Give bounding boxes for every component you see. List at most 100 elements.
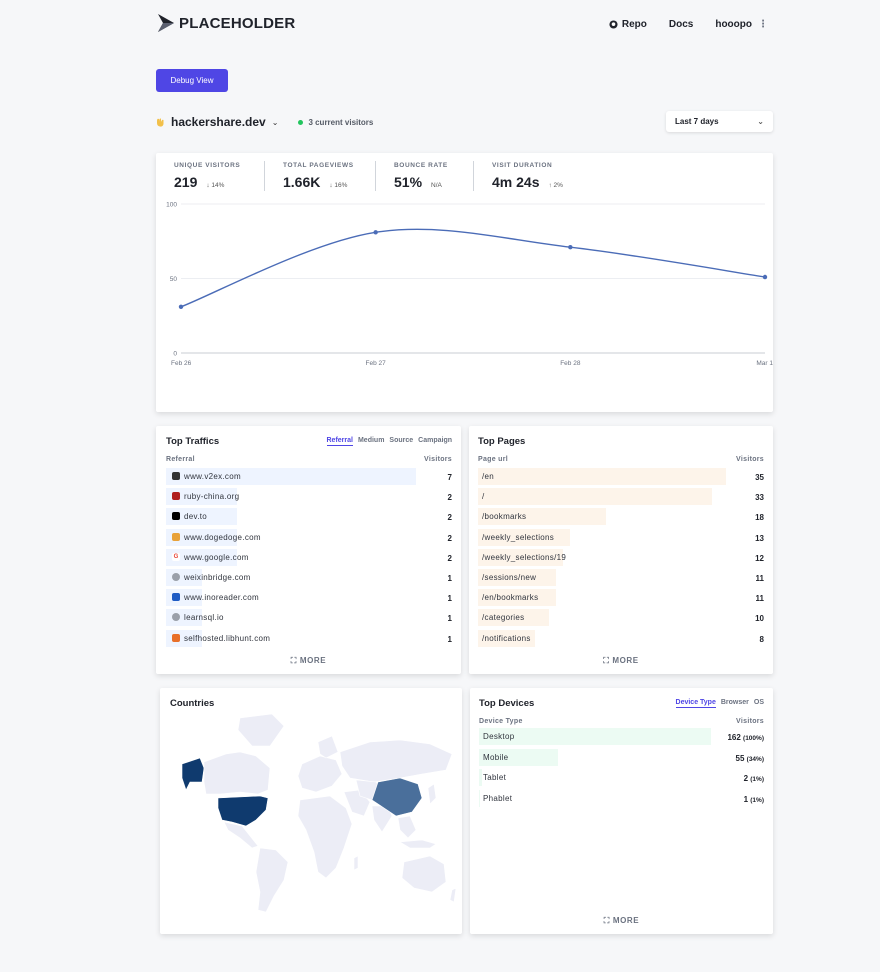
row-bar	[478, 508, 606, 526]
pages-more-button[interactable]: ⛶ MORE	[469, 656, 773, 666]
tab-source[interactable]: Source	[389, 437, 414, 444]
column-header: Device Type	[479, 718, 523, 725]
tab-medium[interactable]: Medium	[357, 437, 385, 444]
traffic-more-button[interactable]: ⛶ MORE	[156, 656, 461, 666]
globe-icon	[172, 573, 180, 581]
live-dot-icon	[298, 119, 304, 125]
data-point	[373, 230, 378, 235]
row-label: /notifications	[482, 633, 531, 643]
pages-row[interactable]: /sessions/new 11	[478, 569, 764, 586]
row-label: /	[482, 492, 485, 502]
current-visitors: 3 current visitors	[298, 118, 373, 127]
panel-title: Top Traffics	[166, 436, 220, 447]
tab-campaign[interactable]: Campaign	[418, 437, 452, 444]
pages-row[interactable]: /weekly_selections/19 12	[478, 548, 764, 566]
row-percent: (34%)	[746, 755, 764, 763]
row-bar	[166, 488, 238, 506]
docs-link-label: Docs	[668, 19, 694, 30]
docs-link[interactable]: Docs	[669, 19, 693, 30]
pages-row[interactable]: /bookmarks 18	[478, 508, 764, 526]
traffic-row[interactable]: www.v2ex.com 7	[166, 468, 452, 485]
dogedoge-icon	[172, 532, 180, 541]
tab-device-type[interactable]: Device Type	[675, 699, 716, 708]
stat-total-pageviews[interactable]: TOTAL PAGEVIEWS 1.66K ↓ 16%	[283, 162, 354, 190]
pages-row[interactable]: /weekly_selections 13	[478, 528, 764, 546]
traffic-row[interactable]: www.dogedoge.com 2	[166, 528, 452, 546]
row-value: 8	[760, 635, 764, 644]
data-point	[762, 274, 768, 280]
stat-change: ↓ 16%	[329, 182, 348, 189]
row-bar	[478, 629, 535, 647]
row-count: 2	[447, 553, 452, 563]
pages-row[interactable]: /categories 10	[478, 609, 764, 627]
southeast-asia-shape	[397, 815, 417, 839]
stat-bounce-rate[interactable]: BOUNCE RATE 51% N/A	[394, 162, 448, 190]
traffic-row[interactable]: selfhosted.libhunt.com 1	[166, 629, 452, 647]
pages-row[interactable]: /en/bookmarks 11	[478, 589, 764, 607]
main-graph-card: UNIQUE VISITORS 219 ↓ 14% TOTAL PAGEVIEWS…	[156, 153, 773, 412]
row-label: www.v2ex.com	[184, 472, 241, 481]
devices-more-button[interactable]: ⛶ MORE	[470, 916, 773, 926]
row-bar	[478, 488, 712, 506]
devices-row[interactable]: Tablet 2 (1%)	[479, 769, 764, 786]
stat-visit-duration[interactable]: VISIT DURATION 4m 24s ↑ 2%	[492, 162, 563, 190]
traffic-tabs: Referral Medium Source Campaign	[326, 437, 452, 446]
repo-link[interactable]: Repo	[609, 19, 647, 30]
row-label: /weekly_selections	[482, 532, 555, 542]
row-percent: (1%)	[750, 796, 764, 804]
row-value: 2	[448, 493, 452, 502]
traffic-row[interactable]: weixinbridge.com 1	[166, 569, 452, 586]
stat-unique-visitors[interactable]: UNIQUE VISITORS 219 ↓ 14%	[174, 162, 240, 190]
chevron-down-icon: ⌄	[271, 117, 279, 127]
row-count: 55	[735, 753, 745, 763]
panel-title: Countries	[170, 698, 215, 709]
traffic-row[interactable]: learnsql.io 1	[166, 609, 452, 627]
row-label: /sessions/new	[482, 573, 537, 582]
user-menu[interactable]: hooopo ⋮	[715, 19, 768, 30]
v2ex-icon	[172, 472, 180, 480]
logo[interactable]: PLACEHOLDER	[156, 12, 295, 34]
debug-view-button[interactable]: Debug View	[156, 69, 228, 92]
logo-icon	[158, 14, 174, 32]
tab-browser[interactable]: Browser	[720, 699, 749, 706]
pages-row[interactable]: /notifications 8	[478, 629, 764, 647]
canada-shape	[203, 751, 271, 795]
row-count: 11	[755, 574, 764, 583]
world-map[interactable]	[160, 712, 462, 932]
top-traffics-card: Top Traffics Referral Medium Source Camp…	[156, 426, 461, 674]
traffic-row[interactable]: www.inoreader.com 1	[166, 589, 452, 607]
date-range-label: Last 7 days	[675, 117, 719, 126]
devices-row[interactable]: Desktop 162 (100%)	[479, 728, 764, 745]
new-zealand-shape	[449, 887, 457, 903]
traffic-row[interactable]: dev.to 2	[166, 508, 452, 526]
row-value: 11	[756, 594, 764, 603]
y-tick-label: 0	[173, 351, 177, 358]
devices-row[interactable]: Phablet 1 (1%)	[479, 789, 764, 807]
row-label: www.google.com	[184, 552, 249, 562]
divider	[473, 161, 474, 191]
row-value: 1	[448, 614, 452, 623]
top-pages-card: Top Pages Page url Visitors /en 35 / 33/boo…	[469, 426, 773, 674]
row-count: 162	[727, 733, 741, 742]
row-value: 162 (100%)	[727, 733, 764, 742]
china-shape	[371, 777, 423, 817]
row-count: 1	[743, 794, 749, 804]
row-label: ruby-china.org	[184, 492, 240, 502]
tab-referral[interactable]: Referral	[326, 437, 353, 446]
divider	[264, 161, 265, 191]
site-selector[interactable]: hackershare.dev ⌄ 3 current visitors	[156, 115, 373, 129]
row-value: 55 (34%)	[736, 754, 764, 763]
globe-icon	[172, 613, 180, 622]
column-header: Visitors	[736, 718, 764, 725]
pages-row[interactable]: / 33	[478, 488, 764, 506]
row-value: 7	[448, 473, 452, 482]
pages-row[interactable]: /en 35	[478, 468, 764, 485]
tab-os[interactable]: OS	[753, 699, 764, 706]
traffic-row[interactable]: ruby-china.org 2	[166, 488, 452, 506]
date-range-select[interactable]: Last 7 days ⌄	[666, 111, 773, 132]
row-label: weixinbridge.com	[184, 573, 251, 582]
row-value: 33	[755, 493, 764, 502]
devices-row[interactable]: Mobile 55 (34%)	[479, 748, 764, 766]
kebab-menu-icon[interactable]: ⋮	[758, 19, 768, 30]
